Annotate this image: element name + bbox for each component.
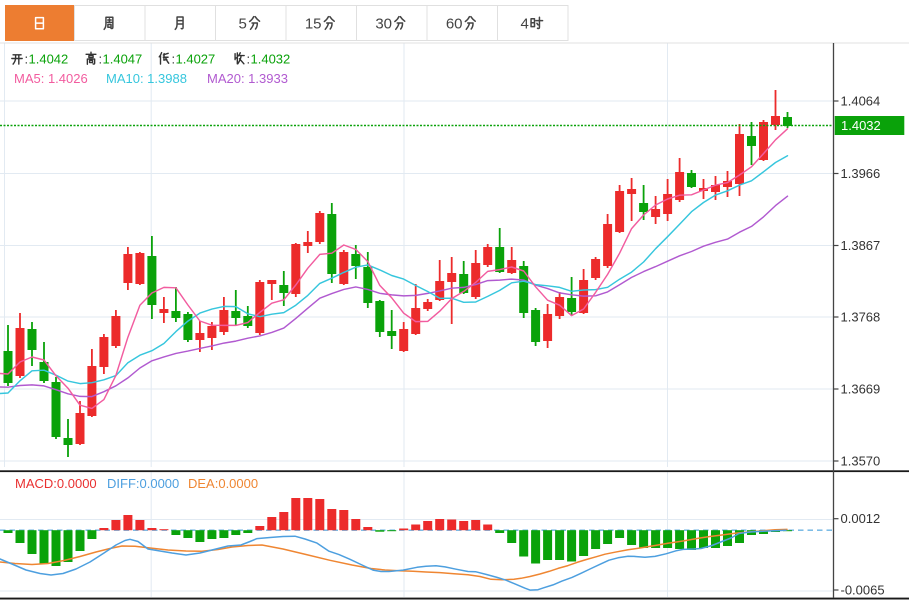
svg-text:MA20: 1.3933: MA20: 1.3933	[207, 71, 288, 86]
svg-text::: :	[172, 52, 176, 67]
svg-text:MA10: 1.3988: MA10: 1.3988	[106, 71, 187, 86]
svg-text:5: 5	[239, 16, 247, 33]
svg-text:1.4064: 1.4064	[841, 93, 881, 108]
svg-text:1.4032: 1.4032	[251, 52, 291, 67]
svg-text:1.3867: 1.3867	[841, 238, 881, 253]
svg-text:1.4027: 1.4027	[176, 52, 216, 67]
svg-text:MA5: 1.4026: MA5: 1.4026	[14, 71, 88, 86]
svg-text:0.0012: 0.0012	[841, 511, 881, 526]
svg-text:1.4042: 1.4042	[29, 52, 69, 67]
svg-text:1.3768: 1.3768	[841, 309, 881, 324]
svg-text::: :	[247, 52, 251, 67]
svg-text::: :	[99, 52, 103, 67]
svg-text:-0.0065: -0.0065	[841, 582, 885, 597]
svg-text:1.4047: 1.4047	[103, 52, 143, 67]
svg-text:DIFF:0.0000: DIFF:0.0000	[107, 476, 179, 491]
svg-text:DEA:0.0000: DEA:0.0000	[188, 476, 258, 491]
svg-text:MACD:0.0000: MACD:0.0000	[15, 476, 97, 491]
svg-text:1.3669: 1.3669	[841, 381, 881, 396]
svg-text:15: 15	[305, 16, 322, 33]
svg-text:1.4032: 1.4032	[841, 118, 881, 133]
svg-text:60: 60	[446, 16, 463, 33]
svg-text:4: 4	[521, 16, 529, 33]
svg-text:30: 30	[375, 16, 392, 33]
svg-text:1.3570: 1.3570	[841, 453, 881, 468]
svg-text::: :	[25, 52, 29, 67]
svg-text:1.3966: 1.3966	[841, 166, 881, 181]
